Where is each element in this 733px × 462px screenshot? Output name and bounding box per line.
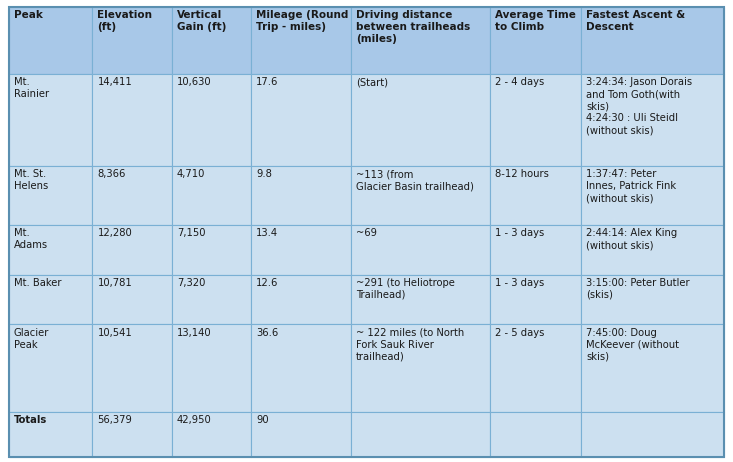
Bar — [251, 166, 350, 225]
Bar — [9, 275, 92, 324]
Bar — [9, 166, 92, 225]
Bar — [92, 166, 172, 225]
Bar — [9, 225, 92, 275]
Bar — [490, 74, 581, 166]
Bar — [9, 412, 92, 457]
Text: 10,541: 10,541 — [97, 328, 132, 338]
Text: Fastest Ascent &
Descent: Fastest Ascent & Descent — [586, 10, 685, 32]
Bar — [350, 275, 490, 324]
Text: 12,280: 12,280 — [97, 228, 132, 238]
Bar — [9, 324, 92, 412]
Text: 7,320: 7,320 — [177, 278, 205, 288]
Text: 42,950: 42,950 — [177, 415, 212, 425]
Text: Peak: Peak — [14, 10, 43, 20]
Bar — [9, 74, 92, 166]
Text: 3:24:34: Jason Dorais
and Tom Goth(with
skis)
4:24:30 : Uli Steidl
(without skis: 3:24:34: Jason Dorais and Tom Goth(with … — [586, 77, 693, 135]
Text: Mt.
Adams: Mt. Adams — [14, 228, 48, 250]
Text: Driving distance
between trailheads
(miles): Driving distance between trailheads (mil… — [356, 10, 470, 44]
Bar — [490, 7, 581, 74]
Bar — [92, 275, 172, 324]
Bar — [9, 7, 92, 74]
Bar — [490, 275, 581, 324]
Text: Mt. Baker: Mt. Baker — [14, 278, 62, 288]
Bar — [172, 7, 251, 74]
Text: 9.8: 9.8 — [257, 170, 272, 179]
Text: Mt. St.
Helens: Mt. St. Helens — [14, 170, 48, 191]
Bar — [581, 7, 724, 74]
Text: 14,411: 14,411 — [97, 77, 132, 87]
Bar — [350, 225, 490, 275]
Text: 1:37:47: Peter
Innes, Patrick Fink
(without skis): 1:37:47: Peter Innes, Patrick Fink (with… — [586, 170, 677, 203]
Bar — [581, 225, 724, 275]
Bar — [251, 275, 350, 324]
Text: 8-12 hours: 8-12 hours — [495, 170, 549, 179]
Text: (Start): (Start) — [356, 77, 388, 87]
Bar — [251, 412, 350, 457]
Bar — [581, 412, 724, 457]
Bar — [490, 225, 581, 275]
Text: ~113 (from
Glacier Basin trailhead): ~113 (from Glacier Basin trailhead) — [356, 170, 474, 191]
Bar — [350, 7, 490, 74]
Bar — [581, 324, 724, 412]
Bar — [350, 166, 490, 225]
Text: Mt.
Rainier: Mt. Rainier — [14, 77, 49, 99]
Bar — [251, 7, 350, 74]
Bar — [490, 324, 581, 412]
Text: 1 - 3 days: 1 - 3 days — [495, 278, 544, 288]
Text: 2:44:14: Alex King
(without skis): 2:44:14: Alex King (without skis) — [586, 228, 677, 250]
Text: 1 - 3 days: 1 - 3 days — [495, 228, 544, 238]
Text: Average Time
to Climb: Average Time to Climb — [495, 10, 575, 32]
Text: Elevation
(ft): Elevation (ft) — [97, 10, 152, 32]
Bar — [490, 166, 581, 225]
Text: 12.6: 12.6 — [257, 278, 279, 288]
Bar — [490, 412, 581, 457]
Bar — [92, 324, 172, 412]
Text: 13,140: 13,140 — [177, 328, 212, 338]
Text: Glacier
Peak: Glacier Peak — [14, 328, 49, 350]
Text: 7,150: 7,150 — [177, 228, 205, 238]
Bar — [92, 7, 172, 74]
Bar — [172, 74, 251, 166]
Bar — [251, 324, 350, 412]
Bar — [350, 324, 490, 412]
Bar — [92, 412, 172, 457]
Text: 4,710: 4,710 — [177, 170, 205, 179]
Bar — [251, 225, 350, 275]
Bar — [172, 324, 251, 412]
Text: Mileage (Round
Trip - miles): Mileage (Round Trip - miles) — [257, 10, 349, 32]
Text: 90: 90 — [257, 415, 269, 425]
Bar — [172, 166, 251, 225]
Bar — [92, 225, 172, 275]
Bar — [251, 74, 350, 166]
Text: 2 - 5 days: 2 - 5 days — [495, 328, 544, 338]
Text: 3:15:00: Peter Butler
(skis): 3:15:00: Peter Butler (skis) — [586, 278, 690, 300]
Text: ~ 122 miles (to North
Fork Sauk River
trailhead): ~ 122 miles (to North Fork Sauk River tr… — [356, 328, 464, 362]
Text: Vertical
Gain (ft): Vertical Gain (ft) — [177, 10, 226, 32]
Bar — [350, 74, 490, 166]
Text: 13.4: 13.4 — [257, 228, 279, 238]
Text: 7:45:00: Doug
McKeever (without
skis): 7:45:00: Doug McKeever (without skis) — [586, 328, 679, 362]
Text: 2 - 4 days: 2 - 4 days — [495, 77, 544, 87]
Text: 56,379: 56,379 — [97, 415, 132, 425]
Text: ~69: ~69 — [356, 228, 377, 238]
Bar — [172, 225, 251, 275]
Bar — [581, 166, 724, 225]
Text: 36.6: 36.6 — [257, 328, 279, 338]
Bar — [172, 275, 251, 324]
Bar — [581, 275, 724, 324]
Text: 8,366: 8,366 — [97, 170, 126, 179]
Bar — [581, 74, 724, 166]
Text: 17.6: 17.6 — [257, 77, 279, 87]
Text: ~291 (to Heliotrope
Trailhead): ~291 (to Heliotrope Trailhead) — [356, 278, 454, 300]
Text: Totals: Totals — [14, 415, 47, 425]
Text: 10,630: 10,630 — [177, 77, 212, 87]
Bar — [92, 74, 172, 166]
Bar — [172, 412, 251, 457]
Text: 10,781: 10,781 — [97, 278, 132, 288]
Bar — [350, 412, 490, 457]
